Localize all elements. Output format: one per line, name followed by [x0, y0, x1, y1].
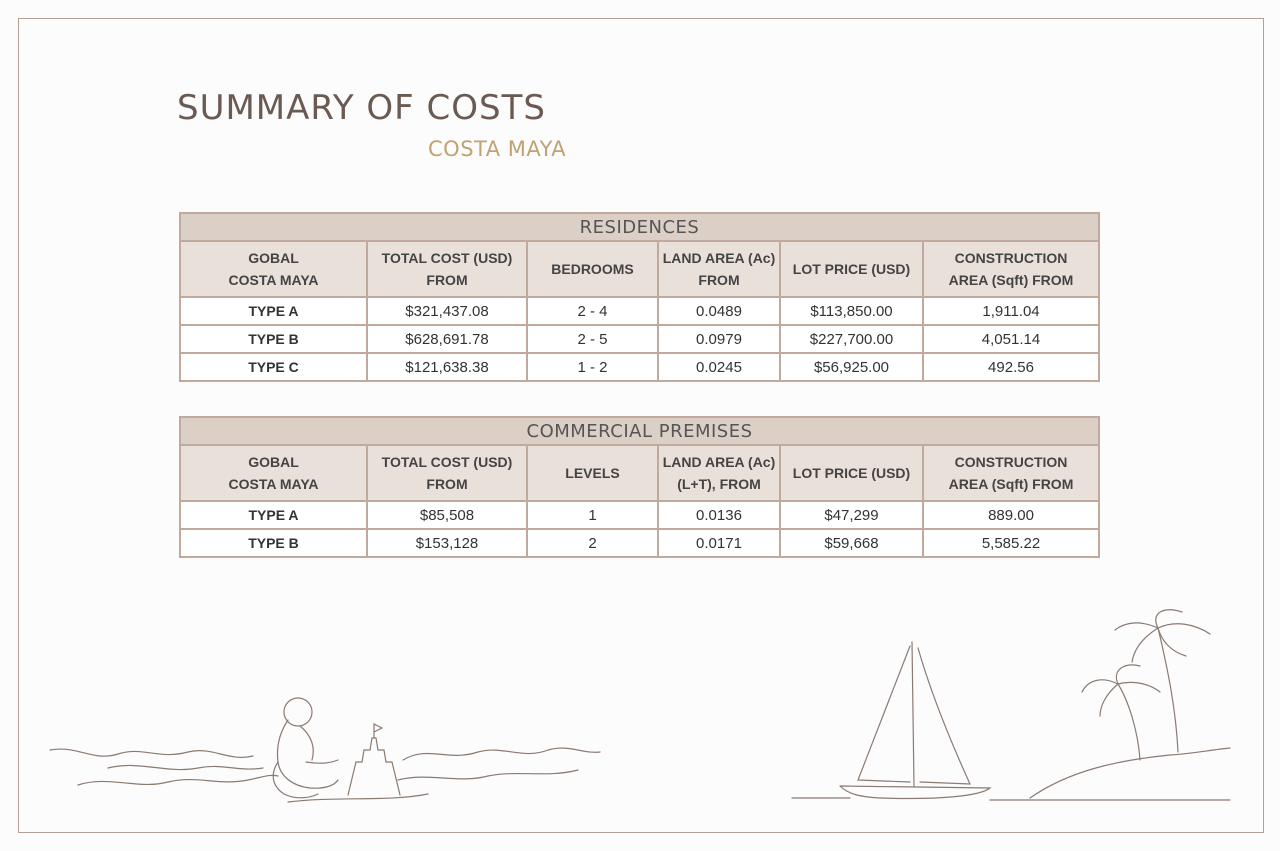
column-header-line: LAND AREA (Ac) [662, 250, 776, 266]
column-header-line: GOBAL [248, 250, 299, 266]
column-header-line: CONSTRUCTION [954, 250, 1068, 266]
table-cell: $113,850.00 [779, 296, 924, 326]
residences-table: RESIDENCES GOBAL COSTA MAYA TOTAL COST (US… [179, 212, 1100, 382]
column-header-line: FROM [698, 272, 740, 288]
column-header-line: COSTA MAYA [228, 476, 319, 492]
row-type-cell: TYPE B [179, 324, 368, 354]
table-cell: $85,508 [366, 500, 528, 530]
table-cell: $59,668 [779, 528, 924, 558]
column-header-line: LOT PRICE (USD) [792, 261, 911, 277]
row-type-cell: TYPE B [179, 528, 368, 558]
table-cell: 1 - 2 [526, 352, 659, 382]
column-header: CONSTRUCTION AREA (Sqft) FROM [922, 240, 1100, 298]
table-cell: 2 [526, 528, 659, 558]
table-cell: $121,638.38 [366, 352, 528, 382]
column-header-line: TOTAL COST (USD) [381, 250, 513, 266]
column-header: BEDROOMS [526, 240, 659, 298]
column-header-line: FROM [426, 476, 468, 492]
column-header: CONSTRUCTION AREA (Sqft) FROM [921, 444, 1101, 502]
table-row: TYPE B $153,128 2 0.0171 $59,668 5,585.22 [179, 528, 1101, 558]
table-cell: 889.00 [921, 500, 1101, 530]
column-header: LAND AREA (Ac) (L+T), FROM [657, 444, 781, 502]
column-header-line: LOT PRICE (USD) [792, 465, 911, 481]
column-header-line: LEVELS [565, 465, 620, 481]
commercial-premises-table: COMMERCIAL PREMISES GOBAL COSTA MAYA TOTAL… [178, 416, 1101, 558]
column-header: LEVELS [526, 444, 659, 502]
column-header-line: AREA (Sqft) FROM [948, 476, 1074, 492]
table-cell: 0.0245 [657, 352, 781, 382]
child-sandcastle-illustration [49, 697, 601, 803]
table-cell: $321,437.08 [366, 296, 528, 326]
table-row: TYPE A $321,437.08 2 - 4 0.0489 $113,850.00 1… [179, 296, 1100, 326]
table-cell: 1 [526, 500, 659, 530]
table-cell: $227,700.00 [779, 324, 924, 354]
column-header: LOT PRICE (USD) [779, 444, 924, 502]
table-cell: 0.0171 [657, 528, 781, 558]
table-cell: 0.0489 [657, 296, 781, 326]
table-cell: $56,925.00 [779, 352, 924, 382]
table-cell: 5,585.22 [921, 528, 1101, 558]
table-cell: 2 - 4 [526, 296, 659, 326]
column-header-line: (L+T), FROM [677, 476, 761, 492]
row-type-cell: TYPE C [179, 352, 368, 382]
table-cell: $153,128 [366, 528, 528, 558]
table-cell: 4,051.14 [922, 324, 1100, 354]
table-row: TYPE C $121,638.38 1 - 2 0.0245 $56,925.00 49… [179, 352, 1100, 382]
column-header: GOBAL COSTA MAYA [179, 444, 368, 502]
column-header: TOTAL COST (USD) FROM [366, 240, 528, 298]
section-title: RESIDENCES [179, 212, 1100, 242]
table-row: TYPE B $628,691.78 2 - 5 0.0979 $227,700.00 4… [179, 324, 1100, 354]
section-title: COMMERCIAL PREMISES [178, 416, 1101, 446]
column-header: TOTAL COST (USD) FROM [366, 444, 528, 502]
column-header-line: GOBAL [248, 454, 299, 470]
column-header-line: BEDROOMS [551, 261, 634, 277]
table-cell: $628,691.78 [366, 324, 528, 354]
sailboat-palm-trees-illustration [791, 609, 1231, 801]
table-cell: $47,299 [779, 500, 924, 530]
row-type-cell: TYPE A [179, 500, 368, 530]
column-header-line: AREA (Sqft) FROM [948, 272, 1074, 288]
column-header-line: CONSTRUCTION [954, 454, 1068, 470]
column-header-line: COSTA MAYA [228, 272, 319, 288]
table-row: TYPE A $85,508 1 0.0136 $47,299 889.00 [179, 500, 1101, 530]
column-header-line: TOTAL COST (USD) [381, 454, 513, 470]
column-header: GOBAL COSTA MAYA [179, 240, 368, 298]
table-cell: 0.0136 [657, 500, 781, 530]
column-header-line: LAND AREA (Ac) [662, 454, 776, 470]
table-cell: 0.0979 [657, 324, 781, 354]
column-header: LOT PRICE (USD) [779, 240, 924, 298]
column-header-line: FROM [426, 272, 468, 288]
table-cell: 2 - 5 [526, 324, 659, 354]
page-subtitle: COSTA MAYA [428, 137, 567, 161]
table-cell: 492.56 [922, 352, 1100, 382]
page-border-frame [18, 18, 1264, 833]
table-cell: 1,911.04 [922, 296, 1100, 326]
page-title: SUMMARY OF COSTS [177, 88, 546, 128]
column-header: LAND AREA (Ac) FROM [657, 240, 781, 298]
row-type-cell: TYPE A [179, 296, 368, 326]
